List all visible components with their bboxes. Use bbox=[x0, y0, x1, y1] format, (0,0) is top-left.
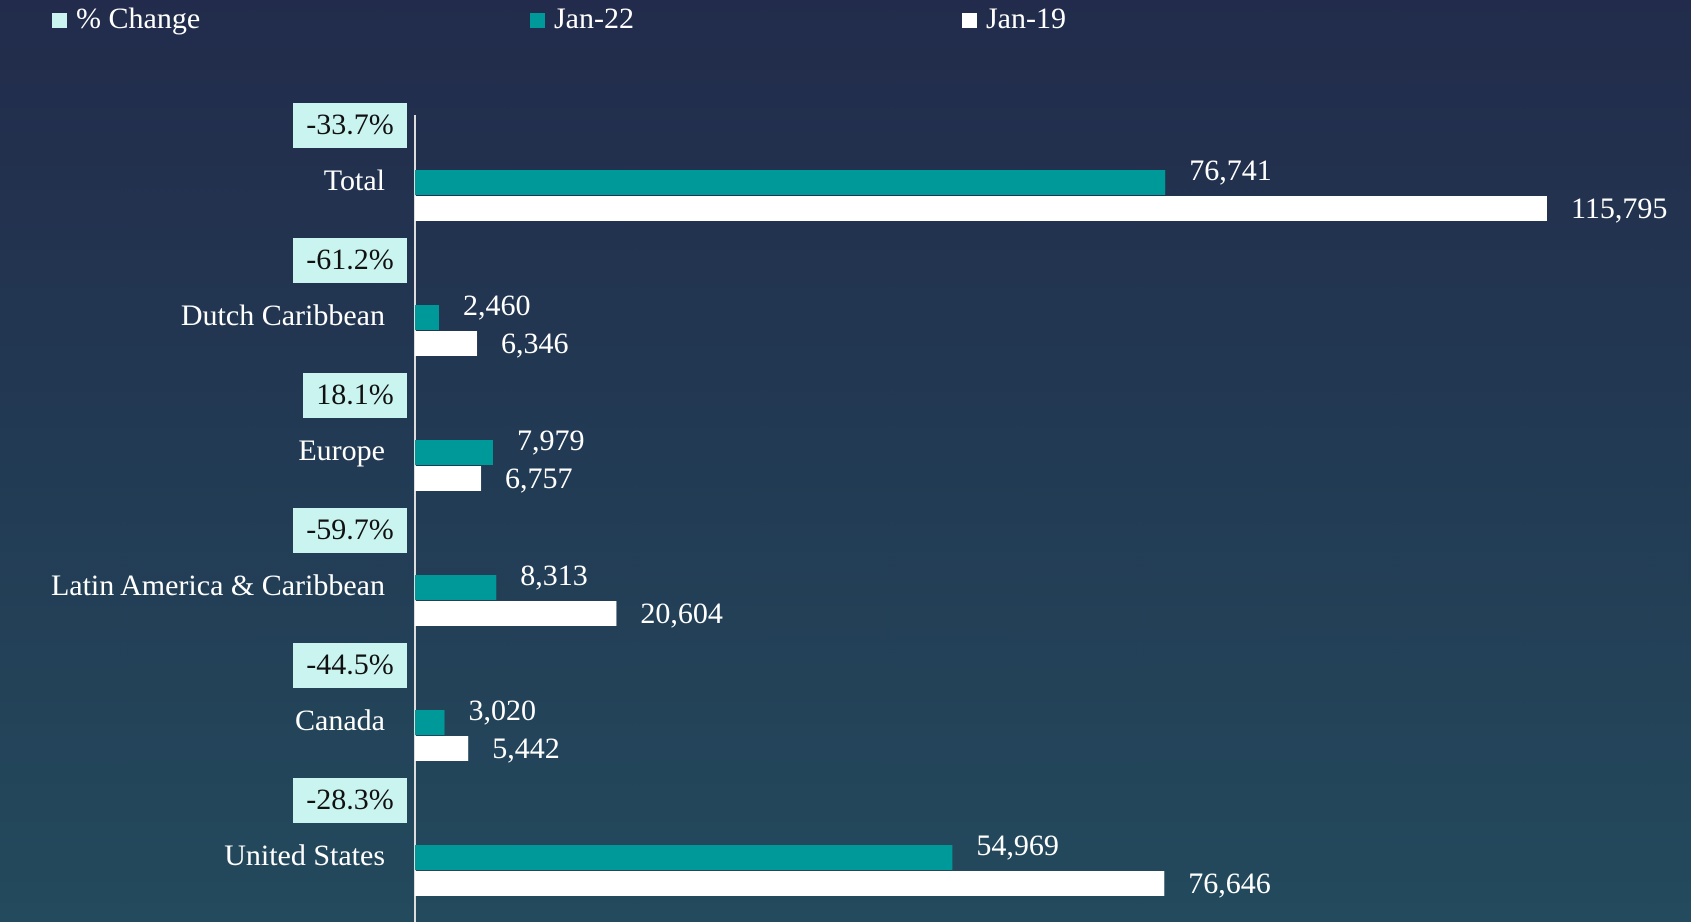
value-label: 2,460 bbox=[463, 289, 531, 322]
pct-box bbox=[303, 373, 407, 418]
pct-box bbox=[293, 238, 407, 283]
value-label: 54,969 bbox=[976, 829, 1059, 862]
pct-label: 18.1% bbox=[316, 378, 394, 411]
category-label: Europe bbox=[298, 434, 385, 467]
bar bbox=[415, 601, 617, 626]
legend-swatch bbox=[962, 13, 977, 28]
bar bbox=[415, 170, 1166, 195]
pct-label: -33.7% bbox=[306, 108, 393, 141]
bar bbox=[415, 871, 1165, 896]
value-label: 8,313 bbox=[520, 559, 588, 592]
category-label: Canada bbox=[295, 704, 385, 737]
bar bbox=[415, 305, 440, 330]
pct-box bbox=[293, 643, 407, 688]
category-label: Dutch Caribbean bbox=[181, 299, 385, 332]
pct-box bbox=[293, 508, 407, 553]
legend-label: Jan-19 bbox=[986, 2, 1066, 35]
bar bbox=[415, 440, 494, 465]
legend-label: % Change bbox=[76, 2, 200, 35]
pct-box bbox=[293, 103, 407, 148]
value-label: 7,979 bbox=[517, 424, 585, 457]
value-label: 115,795 bbox=[1571, 192, 1667, 225]
value-label: 6,757 bbox=[505, 462, 573, 495]
bar bbox=[415, 710, 445, 735]
bar bbox=[415, 331, 478, 356]
value-label: 3,020 bbox=[469, 694, 536, 727]
pct-box bbox=[293, 778, 407, 823]
legend-swatch bbox=[52, 13, 67, 28]
pct-label: -44.5% bbox=[306, 648, 393, 681]
pct-label: -28.3% bbox=[306, 783, 393, 816]
pct-label: -59.7% bbox=[306, 513, 393, 546]
bar bbox=[415, 196, 1547, 221]
category-label: Latin America & Caribbean bbox=[51, 569, 385, 602]
bar bbox=[415, 736, 469, 761]
category-label: United States bbox=[224, 839, 385, 872]
value-label: 76,741 bbox=[1189, 154, 1272, 187]
value-label: 76,646 bbox=[1188, 867, 1271, 900]
legend-label: Jan-22 bbox=[554, 2, 634, 35]
bar bbox=[415, 466, 482, 491]
bar bbox=[415, 575, 497, 600]
pct-label: -61.2% bbox=[306, 243, 393, 276]
value-label: 6,346 bbox=[501, 327, 569, 360]
value-label: 5,442 bbox=[492, 732, 560, 765]
category-label: Total bbox=[324, 164, 385, 197]
bar bbox=[415, 845, 953, 870]
value-label: 20,604 bbox=[640, 597, 723, 630]
legend-swatch bbox=[530, 13, 545, 28]
